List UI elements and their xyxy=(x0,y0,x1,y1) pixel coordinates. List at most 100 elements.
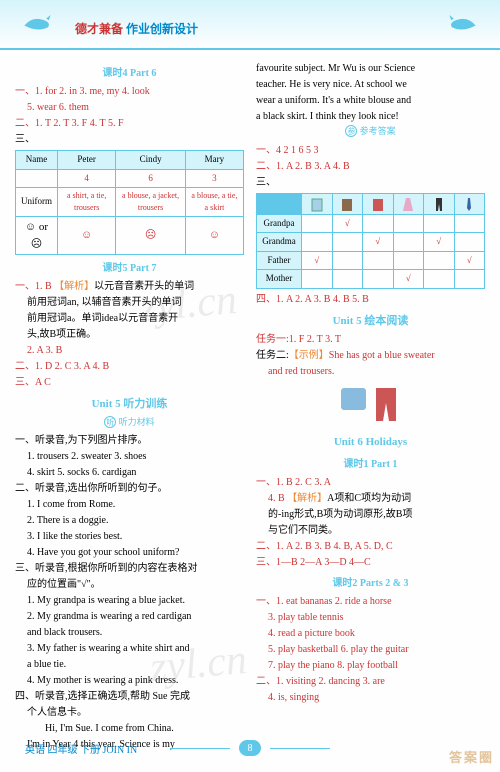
c4: √ xyxy=(302,251,333,270)
u5t1: 任务一:1. F 2. T 3. T xyxy=(256,332,485,347)
corner-stamp: 答案圈 xyxy=(449,747,494,766)
ans-a1: 一、4 2 1 6 5 3 xyxy=(256,143,485,158)
u6-title: Unit 6 Holidays xyxy=(256,434,485,451)
mo: Mother xyxy=(257,270,302,289)
u6p2l5: 7. play the piano 8. play football xyxy=(256,658,485,673)
dress-icon xyxy=(393,193,424,214)
u6p2l1: 一、1. eat bananas 2. ride a horse xyxy=(256,594,485,609)
lh2: 二、听录音,选出你所听到的句子。 xyxy=(15,481,244,496)
lp2: 2. My grandma is wearing a red cardigan xyxy=(15,609,244,624)
p7-l1d: 头,故B项正确。 xyxy=(15,327,244,342)
diag-cell xyxy=(257,193,302,214)
u6p2l7: 4. is, singing xyxy=(256,690,485,705)
r3-3: ☺ xyxy=(185,217,243,255)
lintro: Hi, I'm Sue. I come from China. xyxy=(15,721,244,736)
u6p1l3: 二、1. A 2. B 3. B 4. B, A 5. D, C xyxy=(256,539,485,554)
p7-l1b: 前用冠词an, 以辅音音素开头的单词 xyxy=(15,295,244,310)
ls4: 4. Have you got your school uniform? xyxy=(15,545,244,560)
p6-l3prefix: 三、 xyxy=(15,132,244,147)
footer-text: 英语 四年级 下册 JOIN IN xyxy=(25,741,137,756)
r3-1: ☺ xyxy=(58,217,116,255)
u6p1l2c: 与它们不同类。 xyxy=(256,523,485,538)
p6-l2: 二、1. T 2. T 3. F 4. T 5. F xyxy=(15,116,244,131)
th-mary: Mary xyxy=(185,151,243,170)
p7-l3: 二、1. D 2. C 3. A 4. B xyxy=(15,359,244,374)
p7-l2: 2. A 3. B xyxy=(15,343,244,358)
lp3b: a blue tie. xyxy=(15,657,244,672)
content-area: 课时4 Part 6 一、1. for 2. in 3. me, my 4. l… xyxy=(0,50,500,763)
page-footer: 英语 四年级 下册 JOIN IN 8 xyxy=(0,740,500,756)
p6-l1: 一、1. for 2. in 3. me, my 4. look xyxy=(15,84,244,99)
ans-a3: 三、 xyxy=(256,175,485,190)
lp1: 1. My grandpa is wearing a blue jacket. xyxy=(15,593,244,608)
rc1: favourite subject. Mr Wu is our Science xyxy=(256,61,485,76)
p6-l1b: 5. wear 6. them xyxy=(15,100,244,115)
u6p2l2: 3. play table tennis xyxy=(256,610,485,625)
ans-table: Grandpa√ Grandma√√ Father√√ Mother√ xyxy=(256,193,485,289)
rc3: wear a uniform. It's a white blouse and xyxy=(256,93,485,108)
lh4: 四、听录音,选择正确选项,帮助 Sue 完成 xyxy=(15,689,244,704)
shirt1-icon xyxy=(302,193,333,214)
rc2: teacher. He is very nice. At school we xyxy=(256,77,485,92)
lh4b: 个人信息卡。 xyxy=(15,705,244,720)
lp3: 3. My father is wearing a white shirt an… xyxy=(15,641,244,656)
title-red: 德才兼备 xyxy=(75,22,123,36)
ls1: 1. I come from Rome. xyxy=(15,497,244,512)
u6p2l4: 5. play basketball 6. play the guitar xyxy=(256,642,485,657)
gm: Grandma xyxy=(257,233,302,252)
r3-0: ☺ or ☹ xyxy=(16,217,58,255)
u6p1-title: 课时1 Part 1 xyxy=(256,457,485,472)
r1-3: 3 xyxy=(185,169,243,188)
page-number: 8 xyxy=(239,740,261,756)
c6: √ xyxy=(393,270,424,289)
lh3: 三、听录音,根据你所听到的内容在表格对 xyxy=(15,561,244,576)
part7-title: 课时5 Part 7 xyxy=(15,261,244,276)
u6p2l6: 二、1. visiting 2. dancing 3. are xyxy=(256,674,485,689)
u6p2-title: 课时2 Parts 2 & 3 xyxy=(256,576,485,591)
whale-icon-left xyxy=(20,8,55,38)
left-column: 课时4 Part 6 一、1. for 2. in 3. me, my 4. l… xyxy=(15,60,244,753)
rc4: a black skirt. I think they look nice! xyxy=(256,109,485,124)
ans-a4: 四、1. A 2. A 3. B 4. B 5. B xyxy=(256,292,485,307)
fa: Father xyxy=(257,251,302,270)
r1-0 xyxy=(16,169,58,188)
r2-1: a shirt, a tie, trousers xyxy=(58,188,116,217)
lp2b: and black trousers. xyxy=(15,625,244,640)
listen-title: Unit 5 听力训练 xyxy=(15,396,244,413)
whale-icon-right xyxy=(445,8,480,38)
u6p1l1: 一、1. B 2. C 3. A xyxy=(256,475,485,490)
u6p2l3: 4. read a picture book xyxy=(256,626,485,641)
r1-2: 6 xyxy=(116,169,186,188)
th-peter: Peter xyxy=(58,151,116,170)
tie-icon xyxy=(454,193,485,214)
ans-title: 参 参考答案 xyxy=(256,125,485,139)
c1: √ xyxy=(332,214,363,233)
part6-title: 课时4 Part 6 xyxy=(15,66,244,81)
clothes-drawing xyxy=(256,383,485,428)
p6-table: Name Peter Cindy Mary 4 6 3 Uniform a sh… xyxy=(15,150,244,255)
p7-l1c: 前用冠词a。单词idea以元音音素开 xyxy=(15,311,244,326)
r1-1: 4 xyxy=(58,169,116,188)
p7-l4: 三、A C xyxy=(15,375,244,390)
header-title: 德才兼备 作业创新设计 xyxy=(75,20,198,37)
u5t2: 任务二:【示例】She has got a blue sweater xyxy=(256,348,485,363)
r3-2: ☹ xyxy=(116,217,186,255)
th-cindy: Cindy xyxy=(116,151,186,170)
footer-line-left xyxy=(170,748,230,749)
li2: 4. skirt 5. socks 6. cardigan xyxy=(15,465,244,480)
r2-3: a blouse, a tie, a skirt xyxy=(185,188,243,217)
c3: √ xyxy=(424,233,455,252)
u5t2b: and red trousers. xyxy=(256,364,485,379)
r2-2: a blouse, a jacket, trousers xyxy=(116,188,186,217)
u6p1l2b: 的-ing形式,B项为动词原形,故B项 xyxy=(256,507,485,522)
jacket-icon xyxy=(332,193,363,214)
lh1: 一、听录音,为下列图片排序。 xyxy=(15,433,244,448)
r2-0: Uniform xyxy=(16,188,58,217)
u5read-title: Unit 5 绘本阅读 xyxy=(256,313,485,330)
right-column: favourite subject. Mr Wu is our Science … xyxy=(256,60,485,753)
trousers-icon xyxy=(424,193,455,214)
th-name: Name xyxy=(16,151,58,170)
lp4: 4. My mother is wearing a pink dress. xyxy=(15,673,244,688)
ans-a2: 二、1. A 2. B 3. A 4. B xyxy=(256,159,485,174)
c5: √ xyxy=(454,251,485,270)
